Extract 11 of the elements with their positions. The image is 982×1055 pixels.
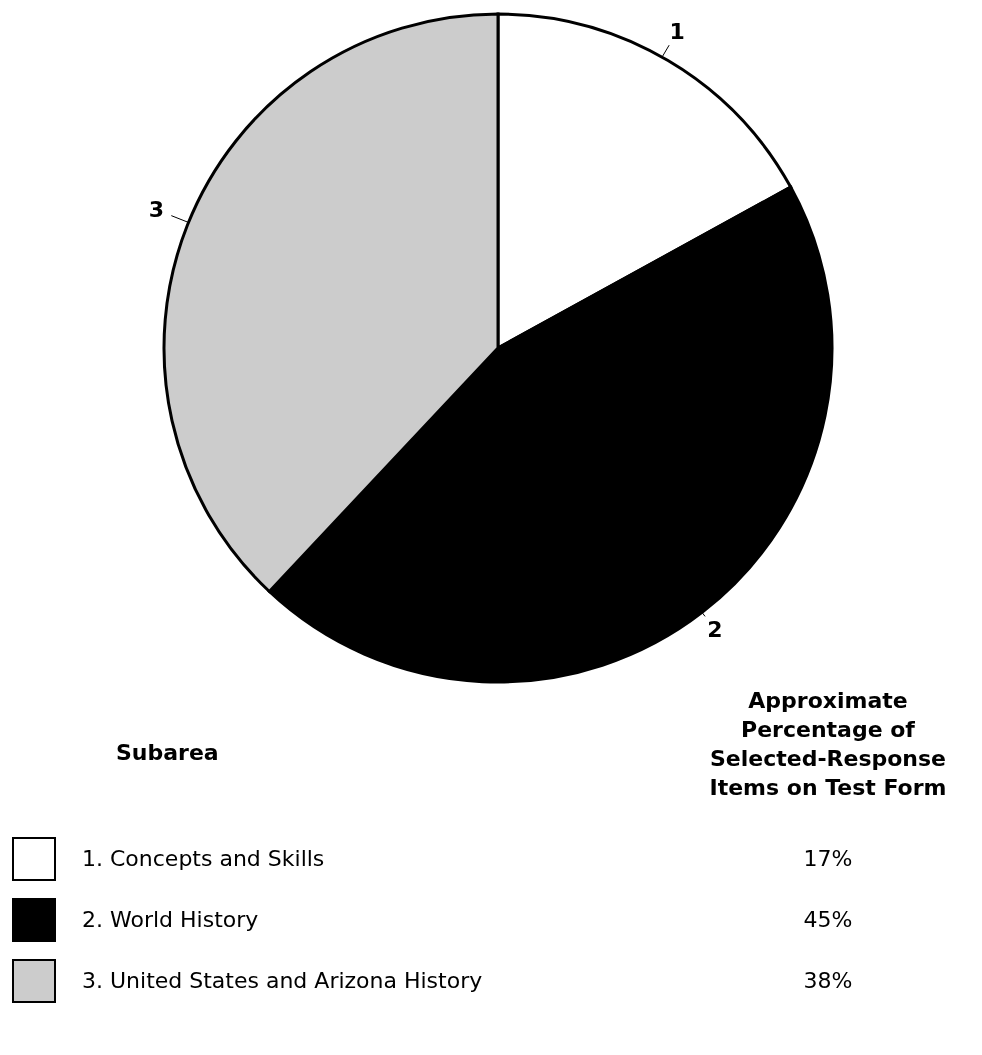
text: Approximate Percentage of Selected-Response Items on Test Form xyxy=(708,687,948,802)
text: 2 xyxy=(707,616,723,642)
text: 3 xyxy=(148,197,165,223)
text: 1 xyxy=(669,18,685,44)
data-label: 38% xyxy=(802,968,854,993)
legend-label: 2. World History xyxy=(82,907,259,932)
legend-title: Subarea xyxy=(116,740,219,765)
legend-label: 1. Concepts and Skills xyxy=(82,846,325,871)
legend-label: 3. United States and Arizona History xyxy=(82,968,483,993)
data-label: 45% xyxy=(802,907,854,932)
data-label: 17% xyxy=(802,846,854,871)
